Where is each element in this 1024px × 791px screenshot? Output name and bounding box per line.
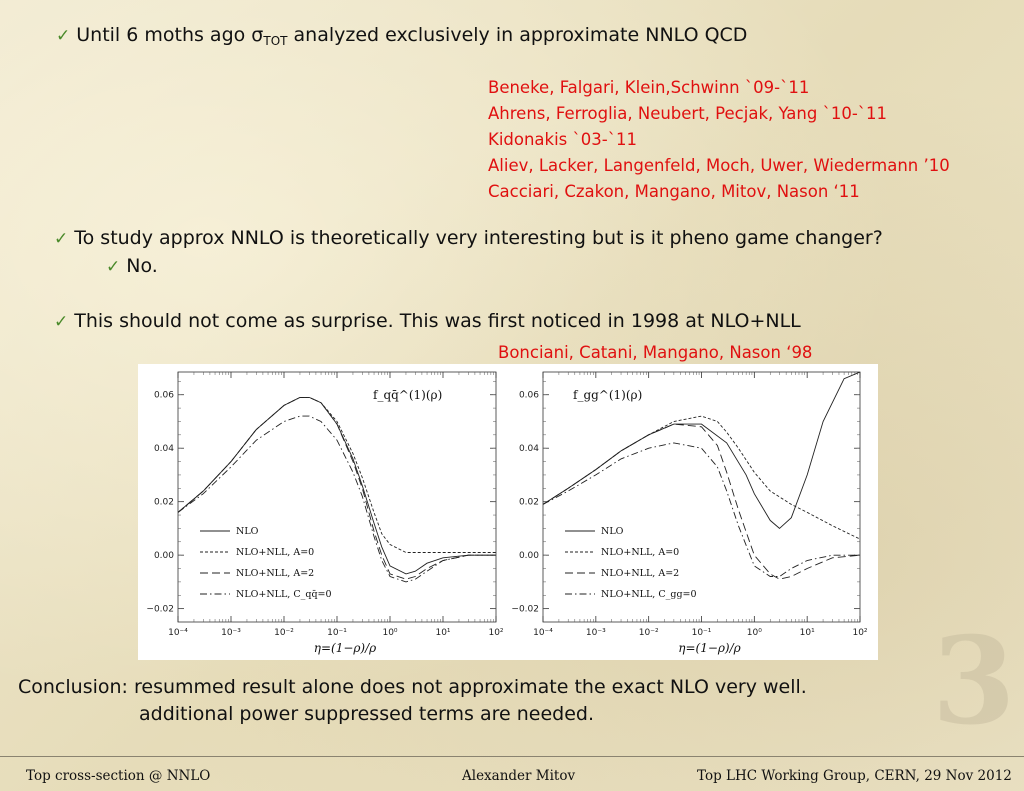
series-line bbox=[178, 415, 496, 583]
plot-frame bbox=[177, 371, 497, 623]
x-axis-label: η=(1−ρ)/ρ bbox=[314, 641, 376, 655]
page-number: 3 bbox=[932, 611, 1016, 752]
conclusion-line-2: additional power suppressed terms are ne… bbox=[139, 703, 594, 725]
series-line bbox=[543, 442, 860, 577]
series-line bbox=[178, 396, 496, 553]
y-tick-label: 0.04 bbox=[154, 444, 174, 454]
legend-label: NLO+NLL, A=2 bbox=[601, 568, 679, 579]
series-line bbox=[178, 396, 496, 580]
chart-title: f_qq̄^(1)(ρ) bbox=[373, 388, 442, 402]
x-tick-label: 10¹ bbox=[435, 628, 450, 638]
legend-label: NLO+NLL, C_gg=0 bbox=[601, 589, 697, 600]
x-axis-label: η=(1−ρ)/ρ bbox=[678, 641, 740, 655]
x-tick-label: 10⁰ bbox=[747, 628, 762, 638]
footer-left: Top cross-section @ NNLO bbox=[26, 768, 211, 784]
x-tick-label: 10⁻² bbox=[274, 628, 294, 638]
reference-item: Ahrens, Ferroglia, Neubert, Pecjak, Yang… bbox=[488, 104, 888, 123]
plot-panel: 0.06 0.04 0.02 0.00 −0.02 10⁻⁴ 10⁻³ 10⁻² 10⁻¹ 10⁰… bbox=[138, 364, 878, 660]
x-tick-label: 10⁻² bbox=[639, 628, 659, 638]
x-tick-label: 10² bbox=[852, 628, 867, 638]
y-tick-label: 0.06 bbox=[519, 391, 539, 401]
legend-label: NLO+NLL, C_qq̄=0 bbox=[236, 589, 332, 600]
legend-label: NLO bbox=[601, 526, 624, 537]
plot-frame bbox=[542, 371, 861, 623]
x-tick-label: 10⁻³ bbox=[221, 628, 241, 638]
conclusion-line-1: Conclusion: resummed result alone does n… bbox=[18, 676, 807, 698]
y-tick-label: 0.00 bbox=[519, 551, 539, 561]
x-tick-label: 10⁻¹ bbox=[327, 628, 347, 638]
x-tick-label: 10⁻⁴ bbox=[533, 628, 553, 638]
footer-right: Top LHC Working Group, CERN, 29 Nov 2012 bbox=[697, 768, 1012, 784]
legend-label: NLO bbox=[236, 526, 259, 537]
x-tick-label: 10⁻⁴ bbox=[168, 628, 188, 638]
x-tick-label: 10¹ bbox=[800, 628, 815, 638]
bullet-no: ✓ No. bbox=[106, 255, 158, 277]
series-line bbox=[543, 415, 860, 540]
bullet-pheno-question: ✓ To study approx NNLO is theoretically v… bbox=[54, 227, 883, 249]
legend-label: NLO+NLL, A=0 bbox=[601, 547, 679, 558]
reference-1998: Bonciani, Catani, Mangano, Nason ‘98 bbox=[498, 343, 813, 362]
reference-item: Kidonakis `03-`11 bbox=[488, 130, 637, 149]
y-tick-label: 0.04 bbox=[519, 444, 539, 454]
y-tick-label: 0.02 bbox=[154, 498, 174, 508]
x-tick-label: 10⁻¹ bbox=[692, 628, 712, 638]
checkmark-icon: ✓ bbox=[56, 26, 71, 46]
legend-label: NLO+NLL, A=2 bbox=[236, 568, 314, 579]
y-tick-label: 0.02 bbox=[519, 498, 539, 508]
y-tick-label: −0.02 bbox=[146, 605, 174, 615]
bullet-sigma-tot: ✓ Until 6 moths ago σTOT analyzed exclusi… bbox=[56, 24, 748, 48]
y-tick-label: −0.02 bbox=[511, 605, 539, 615]
y-tick-label: 0.00 bbox=[154, 551, 174, 561]
y-tick-label: 0.06 bbox=[154, 391, 174, 401]
checkmark-icon: ✓ bbox=[54, 312, 69, 332]
legend-label: NLO+NLL, A=0 bbox=[236, 547, 314, 558]
checkmark-icon: ✓ bbox=[54, 229, 69, 249]
bullet-1998: ✓ This should not come as surprise. This … bbox=[54, 310, 801, 332]
x-tick-label: 10⁻³ bbox=[586, 628, 606, 638]
reference-list: Beneke, Falgari, Klein,Schwinn `09-`11 A… bbox=[488, 75, 950, 205]
chart-1: 0.06 0.04 0.02 0.00 −0.02 10⁻⁴ 10⁻³ 10⁻² 10⁻¹ 10⁰… bbox=[146, 371, 504, 655]
checkmark-icon: ✓ bbox=[106, 257, 121, 277]
reference-item: Cacciari, Czakon, Mangano, Mitov, Nason … bbox=[488, 182, 860, 201]
footer-divider bbox=[0, 756, 1024, 757]
chart-title: f_gg^(1)(ρ) bbox=[573, 388, 642, 402]
chart-2: 0.06 0.04 0.02 0.00 −0.02 10⁻⁴ 10⁻³ 10⁻² 10⁻¹ 10⁰… bbox=[511, 371, 868, 655]
x-tick-label: 10² bbox=[488, 628, 503, 638]
plots-figure: 0.06 0.04 0.02 0.00 −0.02 10⁻⁴ 10⁻³ 10⁻² 10⁻¹ 10⁰… bbox=[146, 371, 868, 655]
series-line bbox=[543, 423, 860, 580]
x-tick-label: 10⁰ bbox=[382, 628, 397, 638]
reference-item: Aliev, Lacker, Langenfeld, Moch, Uwer, W… bbox=[488, 156, 950, 175]
footer-center: Alexander Mitov bbox=[462, 768, 576, 784]
reference-item: Beneke, Falgari, Klein,Schwinn `09-`11 bbox=[488, 78, 810, 97]
